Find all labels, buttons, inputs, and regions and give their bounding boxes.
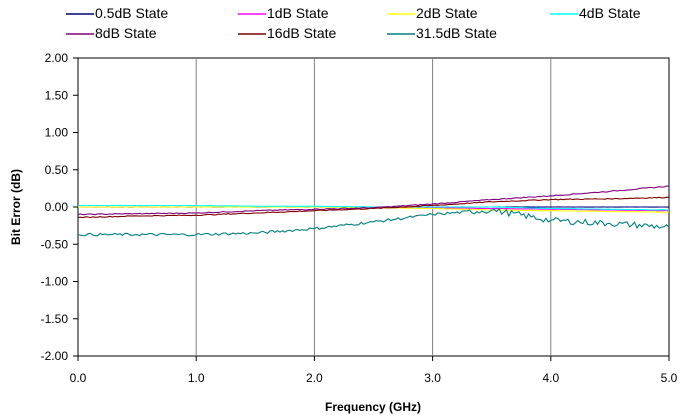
legend-label-1db-state: 1dB State	[267, 5, 329, 21]
y-tick-label-7: -1.50	[41, 312, 69, 326]
legend-label-0-5db-state: 0.5dB State	[95, 5, 168, 21]
legend-label-31-5db-state: 31.5dB State	[416, 25, 497, 41]
y-axis-title: Bit Error (dB)	[9, 169, 23, 245]
legend-label-4db-state: 4dB State	[579, 5, 641, 21]
series-group	[77, 185, 670, 237]
x-tick-label-0: 0.0	[70, 371, 87, 385]
x-tick-label-2: 2.0	[306, 371, 323, 385]
x-tick-label-1: 1.0	[188, 371, 205, 385]
x-tick-label-3: 3.0	[424, 371, 441, 385]
tick-labels: 0.0 1.0 2.0 3.0 4.0 5.0 2.00 1.50 1.00 0.50 0.00 -0…	[41, 51, 678, 385]
y-tick-label-5: -0.50	[41, 237, 69, 251]
x-axis-title: Frequency (GHz)	[325, 400, 421, 414]
y-tick-label-2: 1.00	[45, 126, 69, 140]
legend-label-8db-state: 8dB State	[95, 25, 157, 41]
x-tick-label-4: 4.0	[542, 371, 559, 385]
y-tick-label-8: -2.00	[41, 349, 69, 363]
x-tick-label-5: 5.0	[661, 371, 678, 385]
legend-label-16db-state: 16dB State	[267, 25, 336, 41]
y-tick-label-0: 2.00	[45, 51, 69, 65]
series-line-16db-state	[77, 196, 670, 219]
series-line-4db-state	[77, 204, 670, 211]
y-tick-label-1: 1.50	[45, 88, 69, 102]
legend: 0.5dB State 1dB State 2dB State 4dB State 8d…	[66, 5, 641, 41]
y-tick-label-3: 0.50	[45, 163, 69, 177]
y-tick-label-4: 0.00	[45, 200, 69, 214]
y-tick-label-6: -1.00	[41, 275, 69, 289]
series-line-8db-state	[77, 185, 669, 216]
series-line-31-5db-state	[77, 207, 670, 237]
legend-label-2db-state: 2dB State	[416, 5, 478, 21]
